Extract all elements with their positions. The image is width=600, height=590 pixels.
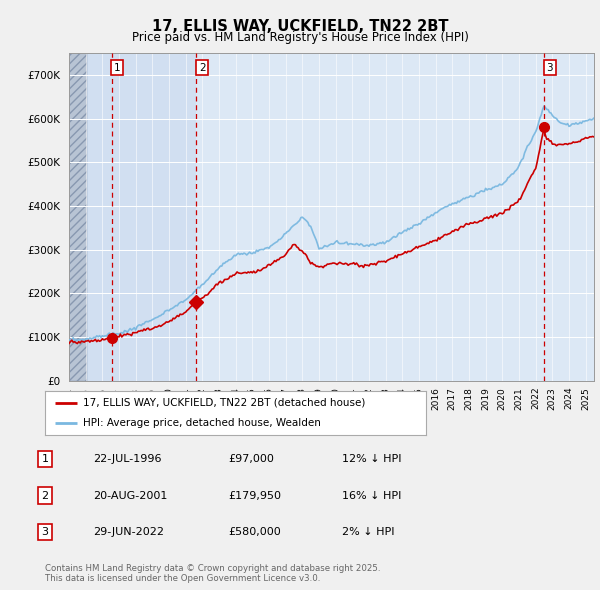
Bar	[69, 53, 87, 381]
Bar	[87, 53, 196, 381]
Text: £179,950: £179,950	[228, 491, 281, 500]
Text: 22-JUL-1996: 22-JUL-1996	[93, 454, 161, 464]
Text: HPI: Average price, detached house, Wealden: HPI: Average price, detached house, Weal…	[83, 418, 321, 428]
Text: 17, ELLIS WAY, UCKFIELD, TN22 2BT (detached house): 17, ELLIS WAY, UCKFIELD, TN22 2BT (detac…	[83, 398, 365, 408]
Text: 2% ↓ HPI: 2% ↓ HPI	[342, 527, 395, 537]
Text: Price paid vs. HM Land Registry's House Price Index (HPI): Price paid vs. HM Land Registry's House …	[131, 31, 469, 44]
Text: 2: 2	[41, 491, 49, 500]
Text: 3: 3	[547, 63, 553, 73]
Text: 1: 1	[41, 454, 49, 464]
Text: 3: 3	[41, 527, 49, 537]
Text: 1: 1	[114, 63, 121, 73]
Text: £580,000: £580,000	[228, 527, 281, 537]
Text: Contains HM Land Registry data © Crown copyright and database right 2025.
This d: Contains HM Land Registry data © Crown c…	[45, 563, 380, 583]
Text: 16% ↓ HPI: 16% ↓ HPI	[342, 491, 401, 500]
Text: 12% ↓ HPI: 12% ↓ HPI	[342, 454, 401, 464]
Text: £97,000: £97,000	[228, 454, 274, 464]
Text: 20-AUG-2001: 20-AUG-2001	[93, 491, 167, 500]
Text: 29-JUN-2022: 29-JUN-2022	[93, 527, 164, 537]
Bar	[69, 53, 87, 381]
Text: 17, ELLIS WAY, UCKFIELD, TN22 2BT: 17, ELLIS WAY, UCKFIELD, TN22 2BT	[152, 19, 448, 34]
Text: 2: 2	[199, 63, 205, 73]
